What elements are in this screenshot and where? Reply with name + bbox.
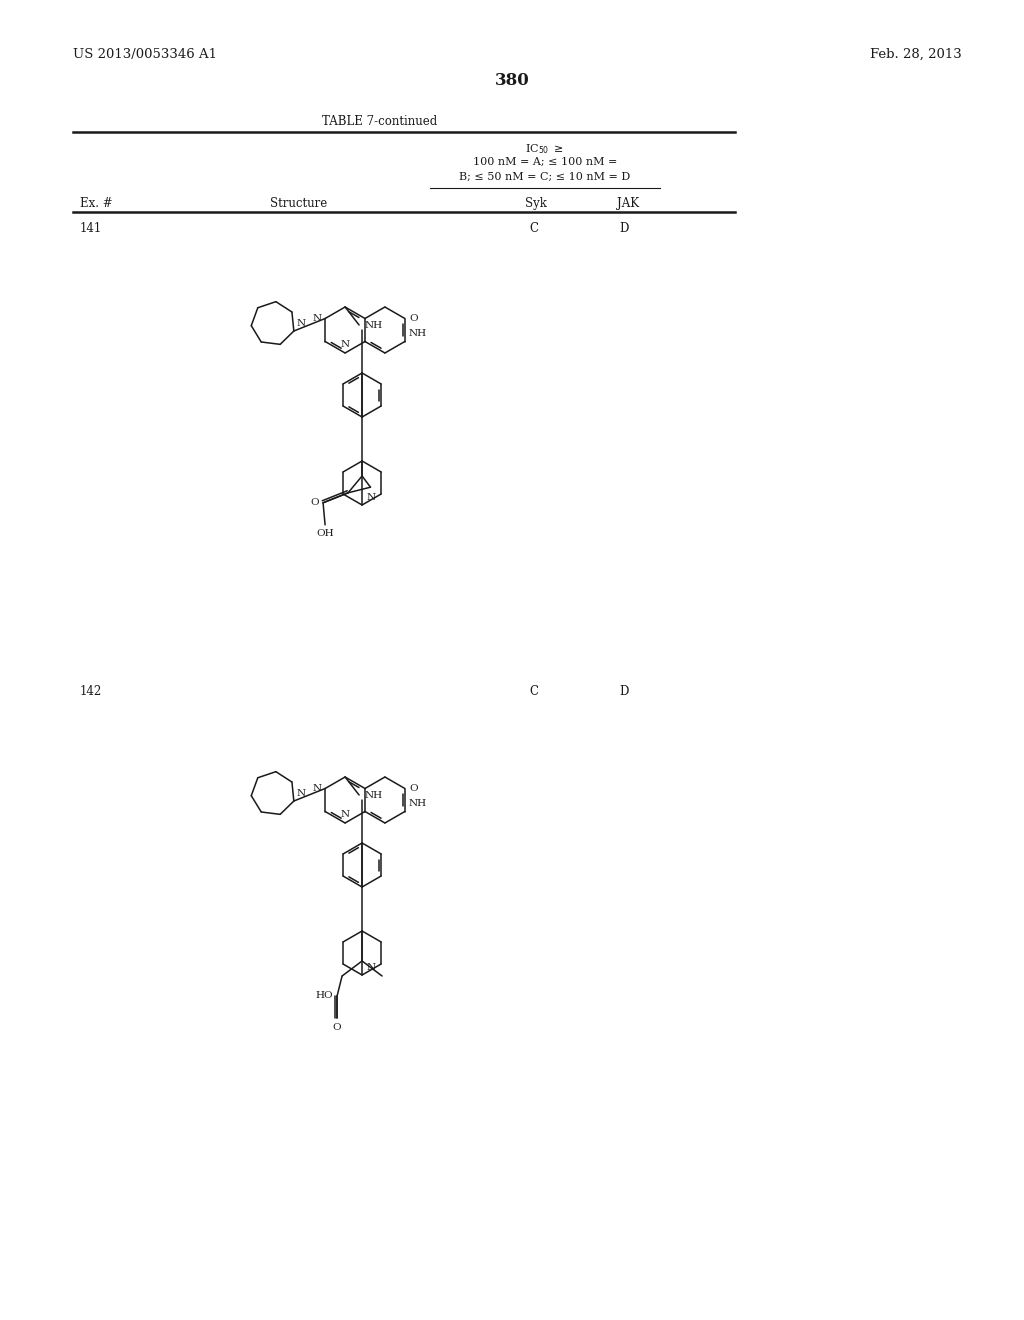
- Text: IC$_{50}$ $\geq$: IC$_{50}$ $\geq$: [525, 143, 564, 156]
- Text: NH: NH: [409, 330, 427, 338]
- Text: N: N: [312, 314, 322, 323]
- Text: Feb. 28, 2013: Feb. 28, 2013: [870, 48, 962, 61]
- Text: C: C: [529, 222, 538, 235]
- Text: OH: OH: [316, 529, 334, 537]
- Text: 100 nM = A; ≤ 100 nM =: 100 nM = A; ≤ 100 nM =: [473, 157, 617, 168]
- Text: N: N: [312, 784, 322, 793]
- Text: TABLE 7-continued: TABLE 7-continued: [323, 115, 437, 128]
- Text: NH: NH: [365, 791, 382, 800]
- Text: NH: NH: [409, 800, 427, 808]
- Text: N: N: [297, 319, 306, 329]
- Text: N: N: [297, 789, 306, 799]
- Text: B; ≤ 50 nM = C; ≤ 10 nM = D: B; ≤ 50 nM = C; ≤ 10 nM = D: [460, 172, 631, 182]
- Text: JAK: JAK: [617, 197, 639, 210]
- Text: Ex. #: Ex. #: [80, 197, 113, 210]
- Text: C: C: [529, 685, 538, 698]
- Text: O: O: [410, 314, 419, 323]
- Text: NH: NH: [365, 321, 382, 330]
- Text: 141: 141: [80, 222, 102, 235]
- Text: HO: HO: [315, 991, 333, 1001]
- Text: D: D: [618, 222, 629, 235]
- Text: O: O: [333, 1023, 341, 1032]
- Text: US 2013/0053346 A1: US 2013/0053346 A1: [73, 48, 217, 61]
- Text: O: O: [410, 784, 419, 793]
- Text: N: N: [341, 341, 349, 348]
- Text: N: N: [367, 964, 375, 972]
- Text: N: N: [341, 810, 349, 818]
- Text: Syk: Syk: [525, 197, 547, 210]
- Text: O: O: [310, 498, 319, 507]
- Text: Structure: Structure: [270, 197, 328, 210]
- Text: 142: 142: [80, 685, 102, 698]
- Text: 380: 380: [495, 73, 529, 88]
- Text: D: D: [618, 685, 629, 698]
- Text: N: N: [367, 492, 375, 502]
